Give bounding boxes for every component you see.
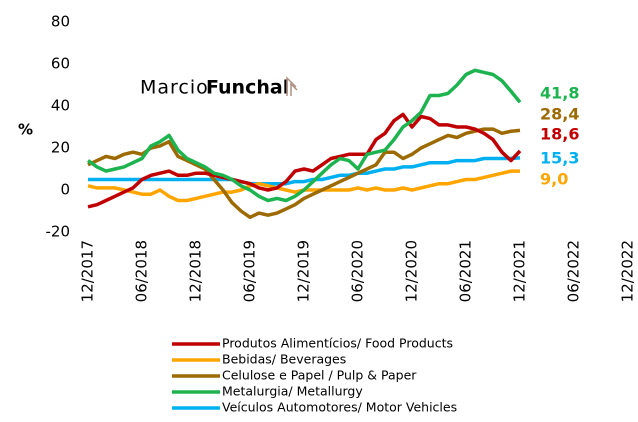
legend-label: Produtos Alimentícios/ Food Products	[222, 336, 453, 351]
y-tick-label: 20	[51, 139, 70, 157]
x-tick-label: 12/2020	[403, 240, 421, 302]
x-tick-label: 06/2018	[133, 240, 151, 302]
x-tick-label: 12/2022	[619, 240, 637, 302]
x-tick-label: 12/2017	[79, 240, 97, 302]
series-line	[86, 68, 522, 203]
watermark: Funchal	[206, 77, 289, 99]
logo-icon	[286, 76, 298, 96]
x-tick-label: 12/2019	[295, 240, 313, 302]
y-tick-label: 0	[60, 181, 70, 199]
end-label: 15,3	[540, 149, 579, 168]
x-tick-label: 06/2021	[457, 240, 475, 302]
x-tick-label: 12/2018	[187, 240, 205, 302]
y-tick-label: 40	[51, 97, 70, 115]
end-label: 41,8	[540, 84, 579, 103]
legend-label: Veículos Automotores/ Motor Vehicles	[222, 400, 457, 415]
y-tick-label: 80	[51, 13, 70, 31]
series-line	[87, 112, 522, 209]
x-tick-label: 06/2020	[349, 240, 367, 302]
series-line	[88, 156, 521, 186]
x-tick-label: 12/2021	[511, 240, 529, 302]
legend-label: Metalurgia/ Metallurgy	[222, 384, 363, 399]
watermark: Marcio	[140, 77, 209, 99]
legend-label: Bebidas/ Beverages	[222, 352, 346, 367]
legend-label: Celulose e Papel / Pulp & Paper	[222, 368, 417, 383]
x-tick-label: 06/2022	[565, 240, 583, 302]
end-label: 9,0	[540, 170, 568, 189]
y-tick-label: 60	[51, 55, 70, 73]
x-tick-label: 06/2019	[241, 240, 259, 302]
y-axis-label: %	[18, 121, 33, 139]
end-label: 28,4	[540, 105, 579, 124]
series-line	[87, 127, 521, 220]
end-label: 18,6	[540, 125, 579, 144]
y-tick-label: -20	[46, 223, 71, 241]
